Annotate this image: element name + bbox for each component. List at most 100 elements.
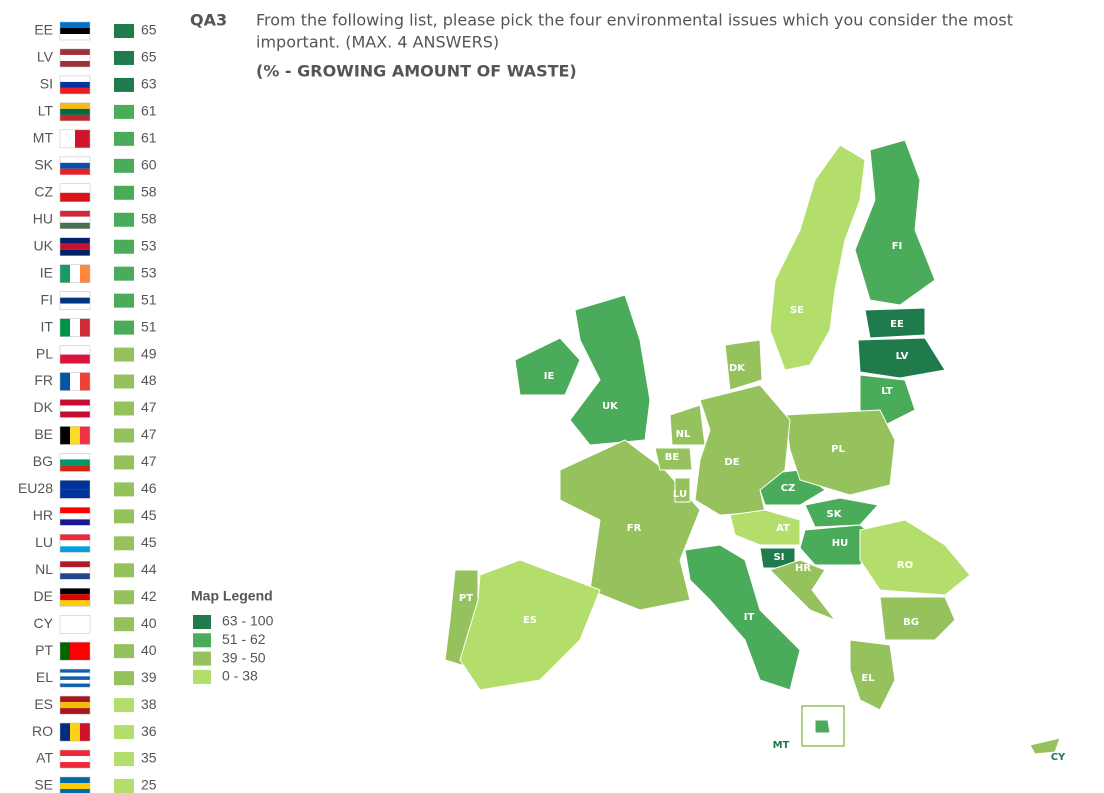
- value-label: 60: [141, 157, 157, 173]
- flag: [60, 642, 70, 661]
- value-label: 63: [141, 76, 157, 92]
- flag: [60, 676, 90, 680]
- country-code: BE: [34, 426, 53, 442]
- flag: [60, 480, 90, 490]
- flag-border: [59, 75, 91, 95]
- flag: [60, 243, 90, 250]
- flag: [60, 81, 90, 88]
- country-code: BG: [33, 453, 53, 469]
- flag: [60, 87, 90, 94]
- flag: [60, 354, 90, 364]
- map-label: LT: [881, 386, 893, 397]
- value-label: 45: [141, 507, 157, 523]
- value-swatch: [114, 536, 134, 551]
- country-shape: [814, 719, 831, 734]
- flag-border: [59, 264, 91, 283]
- flag-border: [59, 480, 91, 499]
- value-swatch: [114, 725, 134, 740]
- value-label: 65: [141, 22, 157, 38]
- flag-border: [59, 21, 91, 41]
- country-code: SK: [34, 157, 53, 173]
- flag-border: [59, 129, 91, 149]
- flag-border: [59, 291, 91, 310]
- value-swatch: [114, 212, 134, 227]
- value-swatch: [114, 239, 134, 254]
- value-swatch: [114, 131, 134, 146]
- country-shape: [729, 509, 801, 546]
- subtitle: (% - GROWING AMOUNT OF WASTE): [256, 62, 577, 81]
- country-code: HU: [33, 210, 53, 226]
- map-label: DK: [729, 363, 746, 374]
- flag-border: [59, 345, 91, 364]
- value-swatch: [114, 104, 134, 119]
- legend-swatch: [193, 633, 211, 648]
- flag: [60, 264, 70, 283]
- flag-border: [59, 561, 91, 580]
- value-label: 47: [141, 453, 157, 469]
- value-label: 58: [141, 183, 157, 199]
- flag: [60, 48, 90, 55]
- value-swatch: [114, 77, 134, 92]
- value-swatch: [114, 24, 134, 38]
- map-label: MT: [773, 740, 790, 751]
- flag: [60, 672, 90, 677]
- mt-inset: [801, 705, 845, 747]
- country-code: IT: [41, 318, 54, 334]
- value-label: 40: [141, 642, 157, 658]
- flag: [60, 546, 90, 553]
- flag: [60, 465, 90, 472]
- value-label: 47: [141, 399, 157, 415]
- map-label: AT: [776, 523, 790, 534]
- country-code: DK: [34, 399, 54, 415]
- value-label: 53: [141, 264, 157, 280]
- value-swatch: [114, 563, 134, 578]
- flag: [60, 297, 90, 304]
- flag: [60, 519, 90, 526]
- flag: [60, 411, 90, 418]
- value-swatch: [114, 698, 134, 713]
- flag-border: [59, 48, 91, 68]
- flag: [60, 114, 90, 121]
- map-label: EE: [890, 319, 904, 330]
- flag: [80, 723, 90, 742]
- flag: [60, 108, 90, 115]
- country-shape: [459, 559, 601, 691]
- flag: [60, 426, 70, 445]
- flag: [60, 723, 70, 742]
- value-label: 40: [141, 615, 157, 631]
- flag: [60, 405, 90, 412]
- country-code: EE: [34, 22, 53, 38]
- country-code: CY: [34, 615, 54, 631]
- map-label: NL: [676, 429, 691, 440]
- flag: [60, 192, 90, 202]
- flag: [70, 264, 80, 283]
- flag: [60, 615, 90, 625]
- map-label: HU: [832, 538, 849, 549]
- legend-label: 0 - 38: [222, 668, 258, 684]
- flag: [60, 762, 90, 769]
- map-label: SK: [827, 509, 843, 520]
- country-shape: [769, 144, 866, 371]
- value-label: 51: [141, 291, 157, 307]
- flag: [60, 679, 90, 684]
- flag: [60, 756, 90, 763]
- flag: [60, 75, 90, 82]
- flag-border: [59, 183, 91, 203]
- value-swatch: [114, 401, 134, 416]
- country-code: NL: [35, 561, 53, 577]
- value-swatch: [114, 50, 134, 65]
- country-code: PT: [35, 642, 53, 658]
- flag: [70, 318, 80, 337]
- value-label: 35: [141, 750, 157, 766]
- country-shape: [684, 544, 801, 691]
- flag: [60, 669, 90, 673]
- flag: [60, 345, 90, 355]
- value-swatch: [114, 374, 134, 389]
- value-label: 25: [141, 777, 157, 793]
- country-code: SE: [34, 777, 53, 793]
- flag: [60, 237, 90, 244]
- country-shape: [1029, 737, 1061, 755]
- value-swatch: [114, 590, 134, 605]
- legend-label: 39 - 50: [222, 649, 266, 665]
- flag: [60, 216, 90, 223]
